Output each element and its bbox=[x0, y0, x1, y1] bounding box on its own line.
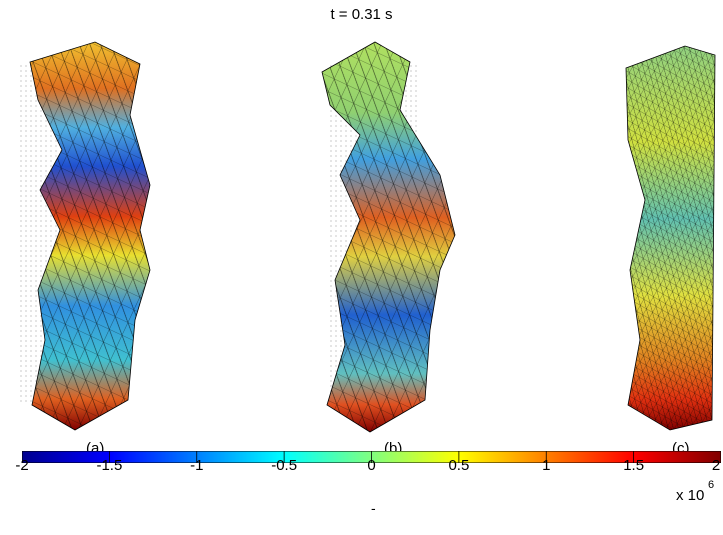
panel-c-mesh bbox=[625, 45, 716, 431]
panel-b-mesh bbox=[321, 41, 456, 433]
footer-mark: - bbox=[371, 500, 376, 516]
colorbar-tick-label: -2 bbox=[15, 457, 29, 474]
colorbar bbox=[22, 451, 721, 463]
colorbar-multiplier: x 10 bbox=[676, 487, 705, 504]
panels-svg bbox=[20, 41, 716, 433]
colorbar-multiplier-exponent: 6 bbox=[708, 479, 715, 491]
colorbar-tick-label: 1 bbox=[542, 457, 551, 474]
colorbar-tick-label: -0.5 bbox=[271, 457, 298, 474]
figure-title: t = 0.31 s bbox=[330, 6, 393, 23]
colorbar-tick-label: 1.5 bbox=[623, 457, 645, 474]
colorbar-tick-label: 0 bbox=[367, 457, 376, 474]
colorbar-tick-marks bbox=[22, 451, 721, 463]
colorbar-tick-label: -1 bbox=[190, 457, 204, 474]
panel-a-mesh bbox=[20, 41, 151, 431]
colorbar-tick-label: 0.5 bbox=[448, 457, 470, 474]
colorbar-tick-label: 2 bbox=[711, 457, 721, 474]
colorbar-tick-label: -1.5 bbox=[96, 457, 123, 474]
